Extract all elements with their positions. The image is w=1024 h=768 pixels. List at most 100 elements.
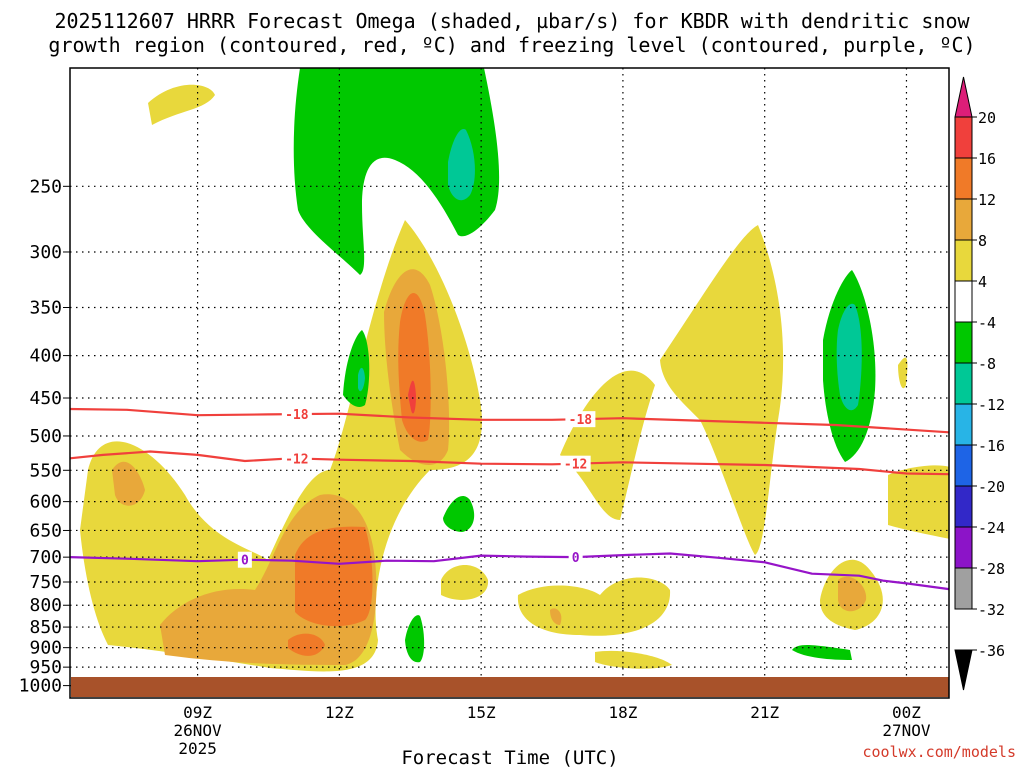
contour-label-bg bbox=[560, 455, 591, 472]
y-tick-label: 350 bbox=[29, 298, 62, 319]
omega-region-upward-12-16 bbox=[288, 633, 325, 656]
omega-region-upward-4-8 bbox=[441, 565, 489, 600]
omega-region-downward-4-8 bbox=[343, 330, 370, 407]
colorbar-bottom-arrow bbox=[954, 649, 973, 691]
colorbar-label: -36 bbox=[978, 642, 1005, 660]
colorbar-segment bbox=[954, 239, 973, 282]
colorbar: 20 16 12 8 4 -4 -8 -12 -16 -20 -24 -28 -32 -36 bbox=[954, 76, 1005, 691]
contour-line-freezing_level_0 bbox=[69, 552, 950, 591]
colorbar-segment bbox=[954, 362, 973, 405]
contour-label: 0 bbox=[572, 551, 580, 566]
y-tick-label: 750 bbox=[29, 572, 62, 593]
contour-label-bg bbox=[568, 549, 583, 566]
colorbar-segment bbox=[954, 567, 973, 610]
colorbar-segment bbox=[954, 485, 973, 528]
omega-region-upward-4-8 bbox=[888, 465, 949, 539]
x-tick-label: 18Z bbox=[608, 703, 637, 722]
colorbar-label: 16 bbox=[978, 150, 996, 168]
colorbar-segment bbox=[954, 403, 973, 446]
omega-region-downward-8-12 bbox=[836, 303, 862, 411]
x-tick-label: 26NOV bbox=[174, 721, 223, 740]
omega-region-upward-12-16 bbox=[295, 526, 373, 627]
y-tick-label: 900 bbox=[29, 638, 62, 659]
contour-label: -12 bbox=[564, 458, 587, 473]
contour-label-bg bbox=[565, 411, 596, 428]
omega-region-downward-4-8 bbox=[293, 68, 500, 275]
y-tick-label: 450 bbox=[29, 388, 62, 409]
colorbar-segment bbox=[954, 280, 973, 323]
y-tick-label: 500 bbox=[29, 426, 62, 447]
colorbar-label: 4 bbox=[978, 273, 987, 291]
colorbar-label: -4 bbox=[978, 314, 996, 332]
omega-region-upward-4-8 bbox=[560, 370, 655, 520]
y-tick-label: 600 bbox=[29, 492, 62, 513]
ground-surface bbox=[71, 677, 949, 697]
colorbar-segment bbox=[954, 321, 973, 364]
plot-frame bbox=[69, 67, 950, 699]
colorbar-segment bbox=[954, 198, 973, 241]
y-tick-label: 250 bbox=[29, 176, 62, 197]
x-tick-label: 2025 bbox=[178, 739, 217, 758]
colorbar-top-arrow bbox=[954, 76, 973, 118]
colorbar-label: 20 bbox=[978, 109, 996, 127]
contour-label-bg bbox=[281, 450, 312, 467]
y-tick-label: 950 bbox=[29, 657, 62, 678]
contour-label: -18 bbox=[285, 408, 309, 423]
x-tick-label: 12Z bbox=[325, 703, 354, 722]
colorbar-label: 8 bbox=[978, 232, 987, 250]
omega-region-upward-4-8 bbox=[898, 357, 908, 389]
chart-title-line-1: 2025112607 HRRR Forecast Omega (shaded, … bbox=[54, 9, 970, 33]
y-tick-label: 650 bbox=[29, 520, 62, 541]
contour-line-dgz_-18 bbox=[69, 407, 950, 434]
colorbar-label: -16 bbox=[978, 437, 1005, 455]
contour-label-bg bbox=[281, 406, 312, 423]
colorbar-label: 12 bbox=[978, 191, 996, 209]
x-tick-label: 09Z bbox=[183, 703, 212, 722]
contour-label: -12 bbox=[285, 452, 308, 467]
colorbar-segment bbox=[954, 444, 973, 487]
omega-region-upward-8-12 bbox=[112, 461, 145, 506]
omega-region-downward-8-12 bbox=[448, 129, 475, 201]
y-tick-label: 550 bbox=[29, 460, 62, 481]
chart-title-line-2: growth region (contoured, red, ºC) and f… bbox=[48, 33, 976, 57]
contour-line-dgz_-12 bbox=[69, 450, 950, 476]
omega-region-upward-8-12 bbox=[550, 608, 562, 625]
x-tick-label: 21Z bbox=[750, 703, 779, 722]
colorbar-label: -8 bbox=[978, 355, 996, 373]
y-tick-label: 400 bbox=[29, 346, 62, 367]
omega-shaded-field bbox=[80, 68, 949, 672]
x-tick-label: 27NOV bbox=[882, 721, 931, 740]
omega-region-downward-4-8 bbox=[405, 615, 425, 663]
omega-region-upward-4-8 bbox=[660, 225, 784, 555]
omega-region-upward-4-8 bbox=[595, 650, 672, 669]
y-tick-label: 300 bbox=[29, 242, 62, 263]
contour-label: -18 bbox=[569, 413, 593, 428]
contour-label: 0 bbox=[241, 554, 249, 569]
y-tick-label: 850 bbox=[29, 617, 62, 638]
x-tick-label: 00Z bbox=[892, 703, 921, 722]
y-tick-label: 700 bbox=[29, 547, 62, 568]
colorbar-label: -28 bbox=[978, 560, 1005, 578]
credit-text: coolwx.com/models bbox=[862, 743, 1016, 761]
omega-region-downward-4-8 bbox=[792, 645, 852, 660]
colorbar-label: -24 bbox=[978, 519, 1005, 537]
omega-region-upward-8-12 bbox=[838, 576, 867, 612]
colorbar-label: -12 bbox=[978, 396, 1005, 414]
y-axis: 2503003504004505005506006507007508008509… bbox=[19, 176, 70, 697]
omega-region-upward-12-16 bbox=[398, 292, 431, 442]
omega-region-downward-8-12 bbox=[358, 367, 365, 392]
colorbar-segment bbox=[954, 526, 973, 569]
contour-label-bg bbox=[237, 551, 252, 568]
colorbar-segment bbox=[954, 116, 973, 159]
y-tick-label: 800 bbox=[29, 595, 62, 616]
x-tick-label: 15Z bbox=[467, 703, 496, 722]
omega-region-upward-4-8 bbox=[148, 84, 215, 125]
colorbar-label: -20 bbox=[978, 478, 1005, 496]
temperature-contours: -18 -18 -12 -12 0 0 bbox=[69, 406, 950, 591]
omega-region-upward-4-8 bbox=[80, 220, 482, 672]
x-axis-label: Forecast Time (UTC) bbox=[401, 747, 618, 768]
y-tick-label: 1000 bbox=[19, 676, 62, 697]
omega-region-upward-16-20 bbox=[408, 380, 416, 414]
